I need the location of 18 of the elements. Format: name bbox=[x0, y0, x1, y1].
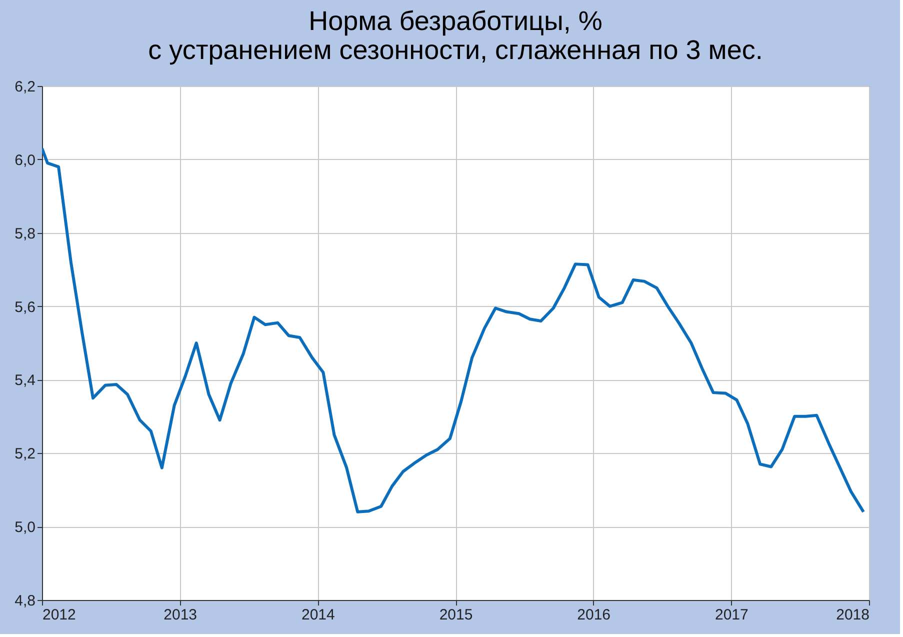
x-tick-label: 2018 bbox=[836, 606, 870, 624]
text: с устранением сезонности, сглаженная по 3 мес. bbox=[148, 35, 763, 65]
y-tick-label: 5,2 bbox=[14, 446, 36, 463]
y-tick-label: 5,4 bbox=[14, 372, 36, 390]
y-tick-label: 5,6 bbox=[14, 298, 36, 316]
x-tick-label: 2013 bbox=[164, 606, 198, 624]
x-tick-label: 2012 bbox=[42, 606, 76, 624]
line-series bbox=[42, 146, 865, 514]
x-tick-label: 2017 bbox=[714, 606, 748, 624]
y-tick-label: 5,8 bbox=[14, 225, 36, 242]
y-tick-label: 5,0 bbox=[14, 519, 36, 536]
y-tick-label: 6,2 bbox=[14, 78, 36, 96]
text: Норма безработицы, % bbox=[308, 6, 602, 36]
y-tick-label: 4,8 bbox=[14, 592, 36, 610]
x-tick-label: 2015 bbox=[439, 606, 473, 624]
x-tick-label: 2016 bbox=[577, 606, 611, 624]
x-tick-label: 2014 bbox=[301, 606, 335, 624]
y-tick-label: 6,0 bbox=[14, 152, 36, 169]
